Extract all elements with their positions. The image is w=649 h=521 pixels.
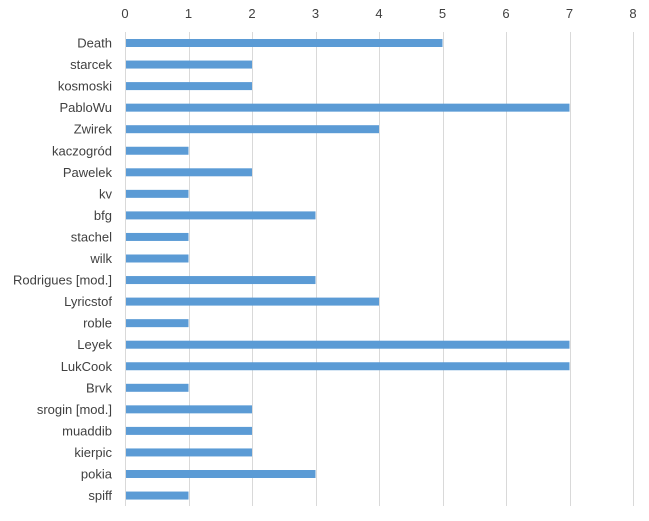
category-label: kierpic bbox=[74, 445, 112, 460]
category-label: kosmoski bbox=[58, 79, 112, 94]
x-tick-label: 6 bbox=[502, 6, 509, 21]
bar-17 bbox=[126, 405, 252, 414]
category-label: Rodrigues [mod.] bbox=[13, 273, 112, 288]
category-label: spiff bbox=[88, 488, 112, 503]
x-axis-ticks: 0 1 2 3 4 5 6 7 8 bbox=[121, 6, 636, 21]
category-label: Zwirek bbox=[74, 122, 113, 137]
bar-4 bbox=[126, 125, 379, 134]
bar-11 bbox=[126, 276, 316, 285]
x-tick-label: 1 bbox=[185, 6, 192, 21]
x-tick-label: 3 bbox=[312, 6, 319, 21]
category-label: srogin [mod.] bbox=[37, 402, 112, 417]
category-label: Leyek bbox=[77, 337, 112, 352]
bar-21 bbox=[126, 491, 189, 500]
category-labels: Death starcek kosmoski PabloWu Zwirek kaczogr… bbox=[13, 36, 113, 504]
bar-20 bbox=[126, 470, 316, 478]
x-tick-label: 0 bbox=[121, 6, 128, 21]
bar-13 bbox=[126, 319, 189, 328]
category-label: starcek bbox=[70, 57, 112, 72]
x-tick-label: 2 bbox=[248, 6, 255, 21]
bar-19 bbox=[126, 448, 252, 457]
bar-16 bbox=[126, 383, 189, 392]
category-label: pokia bbox=[81, 467, 113, 482]
bar-7 bbox=[126, 189, 189, 198]
bars bbox=[126, 39, 570, 500]
bar-2 bbox=[126, 82, 252, 91]
bar-5 bbox=[126, 146, 189, 155]
category-label: Death bbox=[77, 36, 112, 51]
category-label: Brvk bbox=[86, 380, 113, 395]
bar-6 bbox=[126, 168, 252, 177]
category-label: Pawelek bbox=[63, 165, 113, 180]
x-tick-label: 8 bbox=[629, 6, 636, 21]
category-label: wilk bbox=[89, 251, 112, 266]
category-label: Lyricstof bbox=[64, 294, 112, 309]
category-label: kaczogród bbox=[52, 143, 112, 158]
bar-0 bbox=[126, 39, 443, 47]
bar-12 bbox=[126, 297, 379, 306]
bar-14 bbox=[126, 340, 570, 349]
category-label: stachel bbox=[71, 229, 112, 244]
category-label: kv bbox=[99, 186, 113, 201]
bar-9 bbox=[126, 232, 189, 241]
category-label: PabloWu bbox=[59, 100, 112, 115]
x-tick-label: 4 bbox=[375, 6, 382, 21]
bar-10 bbox=[126, 254, 189, 263]
x-tick-label: 7 bbox=[566, 6, 573, 21]
bar-18 bbox=[126, 426, 252, 435]
bar-1 bbox=[126, 60, 252, 69]
bar-15 bbox=[126, 362, 570, 371]
category-label: muaddib bbox=[62, 423, 112, 438]
category-label: bfg bbox=[94, 208, 112, 223]
bar-8 bbox=[126, 211, 316, 220]
category-label: roble bbox=[83, 316, 112, 331]
category-label: LukCook bbox=[61, 359, 113, 374]
x-tick-label: 5 bbox=[439, 6, 446, 21]
bar-3 bbox=[126, 103, 570, 112]
